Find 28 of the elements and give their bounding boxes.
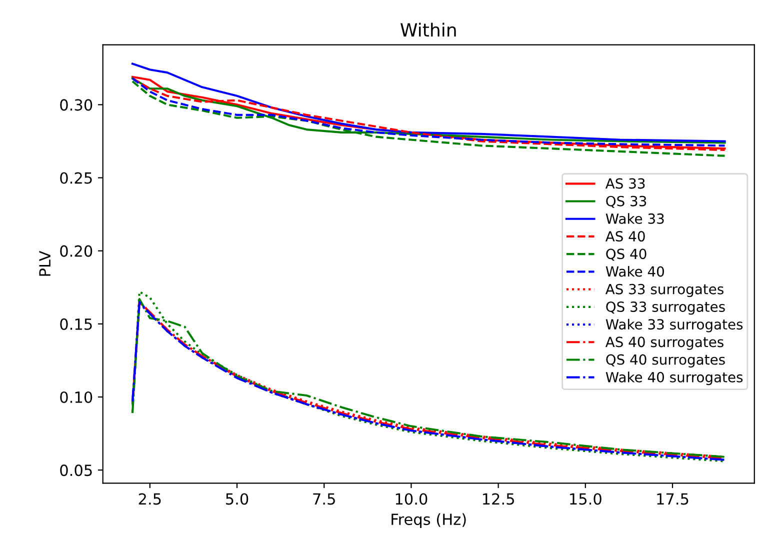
- x-tick-label: 17.5: [657, 493, 688, 505]
- y-tick-label: 0.10: [60, 391, 92, 404]
- legend-label: QS 40 surrogates: [606, 354, 725, 368]
- x-tick-label: 7.5: [313, 493, 335, 505]
- legend-label: AS 33: [605, 178, 645, 189]
- y-tick-label: 0.30: [60, 99, 92, 111]
- y-tick-label: 0.15: [60, 318, 92, 330]
- legend-label: QS 33: [606, 196, 646, 208]
- chart-title: Within: [400, 22, 456, 36]
- legend-label: AS 40: [605, 231, 645, 242]
- x-tick-label: 2.5: [138, 493, 161, 505]
- legend-label: QS 40: [606, 248, 646, 261]
- legend-label: Wake 40: [606, 266, 664, 277]
- x-tick-label: 12.5: [482, 493, 514, 505]
- y-tick-label: 0.25: [60, 172, 92, 184]
- x-tick-label: 15.0: [570, 493, 602, 505]
- x-tick-label: 5.0: [226, 493, 248, 505]
- legend-label: Wake 40 surrogates: [606, 372, 743, 386]
- legend-label: AS 33 surrogates: [605, 284, 724, 298]
- x-tick-label: 10.0: [396, 493, 428, 505]
- y-axis-title: PLV: [39, 250, 50, 276]
- legend-label: AS 40 surrogates: [605, 336, 724, 350]
- x-axis-title: Freqs (Hz): [392, 513, 466, 528]
- legend-label: QS 33 surrogates: [606, 301, 725, 315]
- y-tick-label: 0.20: [60, 245, 92, 257]
- y-tick-label: 0.05: [60, 464, 92, 476]
- legend-label: Wake 33 surrogates: [606, 318, 743, 332]
- legend-label: Wake 33: [606, 213, 664, 224]
